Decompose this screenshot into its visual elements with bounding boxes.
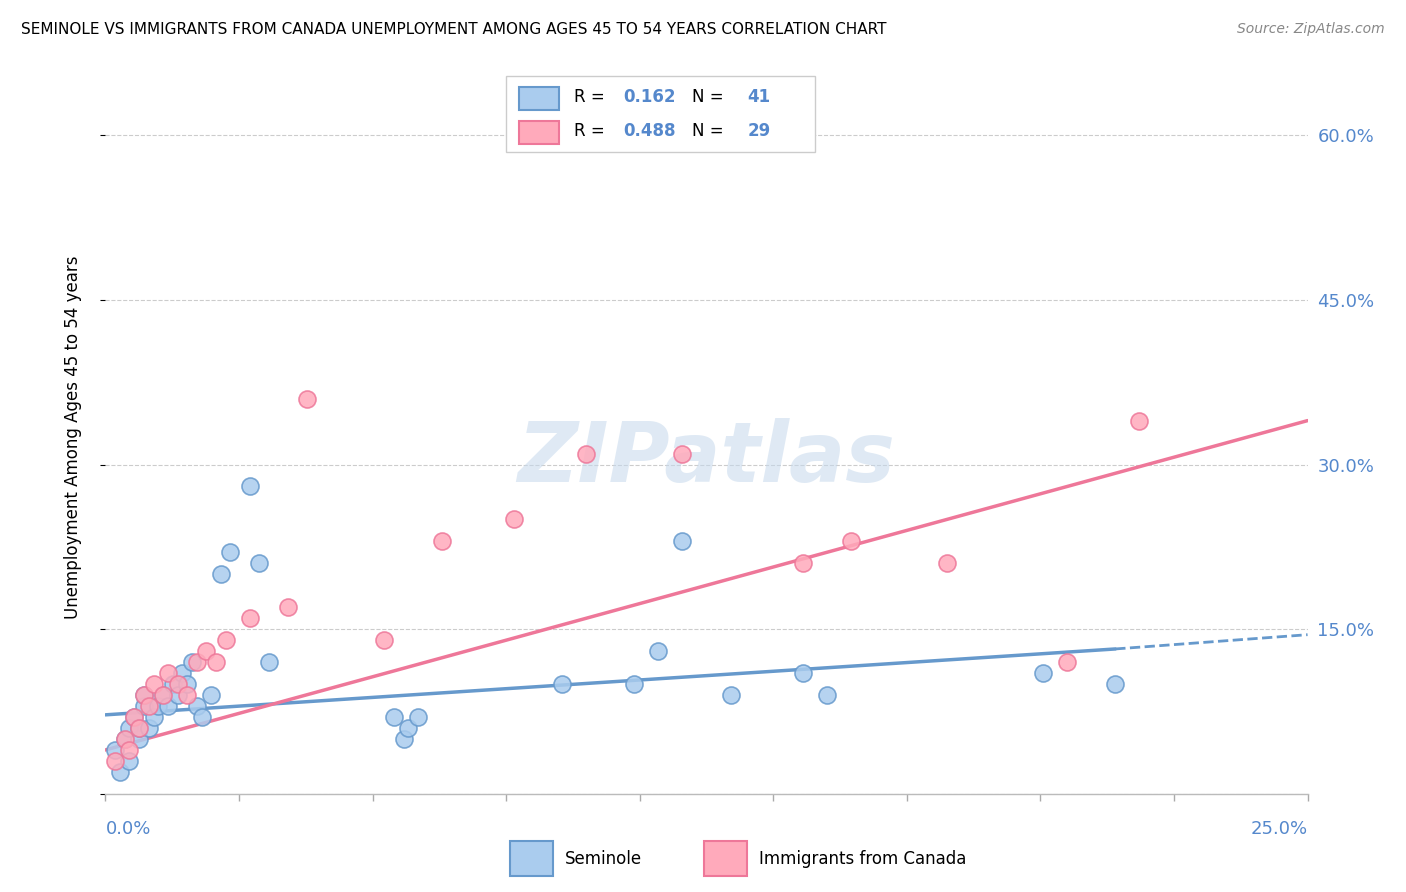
Point (104, 754, 127, 768)
Point (132, 688, 155, 702)
Point (815, 688, 838, 702)
Point (132, 699, 155, 714)
Text: 0.488: 0.488 (624, 122, 676, 140)
Point (200, 688, 222, 702)
Point (671, 446, 693, 460)
Text: N =: N = (692, 88, 723, 106)
Point (205, 655, 228, 669)
Point (118, 743, 141, 757)
Point (257, 655, 280, 669)
Text: R =: R = (574, 122, 605, 140)
Point (128, 721, 150, 735)
Point (195, 644, 218, 658)
Point (551, 677, 574, 691)
Text: 29: 29 (748, 122, 770, 140)
Point (671, 534, 693, 549)
Point (114, 731, 136, 746)
Text: 0.162: 0.162 (624, 88, 676, 106)
Point (406, 710, 429, 724)
Point (430, 534, 453, 549)
Point (186, 699, 208, 714)
Point (118, 754, 141, 768)
Point (152, 688, 174, 702)
Point (1032, 666, 1054, 681)
Point (792, 557, 814, 571)
Point (138, 699, 160, 714)
Text: Immigrants from Canada: Immigrants from Canada (759, 849, 966, 868)
Point (277, 600, 299, 615)
Point (623, 677, 645, 691)
Point (128, 731, 150, 746)
Point (1104, 677, 1126, 691)
FancyBboxPatch shape (510, 841, 553, 876)
Point (166, 688, 188, 702)
Point (190, 710, 212, 724)
Point (792, 666, 814, 681)
Point (148, 699, 170, 714)
Text: Seminole: Seminole (565, 849, 643, 868)
Point (176, 688, 198, 702)
Point (152, 688, 174, 702)
Point (647, 644, 669, 658)
Text: R =: R = (574, 88, 605, 106)
Point (172, 666, 194, 681)
Point (239, 611, 262, 625)
Point (392, 731, 415, 746)
Point (124, 710, 146, 724)
Point (104, 743, 127, 757)
Point (142, 710, 165, 724)
Point (142, 677, 165, 691)
Point (124, 710, 146, 724)
Point (575, 446, 598, 460)
Point (166, 677, 188, 691)
Text: 25.0%: 25.0% (1250, 820, 1308, 838)
FancyBboxPatch shape (704, 841, 747, 876)
Text: N =: N = (692, 122, 723, 140)
Text: 41: 41 (748, 88, 770, 106)
Point (181, 655, 204, 669)
FancyBboxPatch shape (519, 121, 558, 144)
Point (209, 567, 232, 582)
Point (239, 479, 262, 493)
Point (162, 677, 184, 691)
Point (156, 699, 179, 714)
Point (214, 633, 236, 648)
Text: Source: ZipAtlas.com: Source: ZipAtlas.com (1237, 22, 1385, 37)
Point (1128, 414, 1150, 428)
Point (247, 557, 270, 571)
Point (1056, 655, 1078, 669)
Point (186, 655, 208, 669)
Text: ZIPatlas: ZIPatlas (517, 418, 896, 499)
Point (373, 633, 395, 648)
Point (720, 688, 742, 702)
Text: SEMINOLE VS IMMIGRANTS FROM CANADA UNEMPLOYMENT AMONG AGES 45 TO 54 YEARS CORREL: SEMINOLE VS IMMIGRANTS FROM CANADA UNEMP… (21, 22, 887, 37)
Point (219, 545, 242, 559)
Text: 0.0%: 0.0% (105, 820, 150, 838)
Point (118, 721, 141, 735)
Point (176, 677, 198, 691)
Point (114, 731, 136, 746)
FancyBboxPatch shape (519, 87, 558, 110)
Point (128, 721, 150, 735)
Point (138, 721, 160, 735)
Point (503, 512, 526, 526)
Point (108, 764, 131, 779)
Y-axis label: Unemployment Among Ages 45 to 54 years: Unemployment Among Ages 45 to 54 years (63, 255, 82, 619)
Point (396, 721, 419, 735)
Point (156, 666, 179, 681)
FancyBboxPatch shape (506, 76, 815, 152)
Point (297, 392, 319, 406)
Point (936, 557, 959, 571)
Point (839, 534, 862, 549)
Point (132, 688, 155, 702)
Point (382, 710, 405, 724)
